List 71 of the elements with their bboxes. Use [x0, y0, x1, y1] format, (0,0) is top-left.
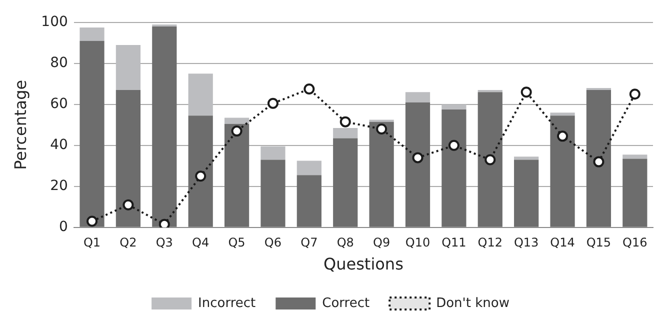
point — [629, 88, 640, 100]
y-tick-label: 100 — [41, 14, 68, 30]
x-tick-label: Q4 — [192, 236, 210, 250]
point — [158, 218, 170, 228]
legend-label: Correct — [322, 296, 370, 311]
x-tick-label: Q2 — [120, 236, 137, 250]
bar — [260, 146, 286, 160]
point — [376, 124, 388, 134]
bar — [296, 175, 322, 227]
bar — [116, 44, 141, 90]
point — [231, 126, 242, 137]
bar — [333, 138, 358, 227]
legend-label: Don't know — [436, 296, 510, 311]
bar — [260, 160, 286, 227]
bar — [514, 156, 539, 160]
x-tick-label: Q7 — [300, 236, 318, 250]
x-tick-label: Q3 — [156, 236, 173, 250]
bar — [442, 104, 466, 110]
bar — [224, 118, 250, 124]
point — [195, 170, 206, 182]
x-tick-label: Q12 — [478, 236, 502, 250]
bar — [333, 128, 358, 138]
y-tick-label: 0 — [59, 219, 68, 236]
bar — [405, 92, 430, 102]
x-tick-label: Q8 — [336, 236, 354, 250]
point — [340, 116, 351, 128]
bar — [80, 40, 104, 227]
point — [412, 152, 424, 164]
bar — [550, 116, 575, 227]
bar — [116, 90, 141, 227]
point — [122, 199, 134, 210]
point — [557, 130, 568, 142]
bar — [224, 124, 250, 227]
x-tick-label: Q10 — [405, 236, 430, 250]
bar — [188, 116, 213, 227]
bar — [442, 110, 466, 227]
x-tick-label: Q11 — [442, 236, 466, 250]
bar — [80, 28, 104, 41]
point — [267, 98, 278, 109]
point — [448, 140, 460, 151]
x-tick-label: Q15 — [586, 236, 612, 250]
y-axis-title: Percentage — [10, 80, 30, 170]
point — [484, 154, 496, 166]
x-axis-title: Questions — [324, 254, 404, 274]
bar — [369, 122, 394, 227]
x-tick-label: Q16 — [622, 236, 648, 250]
bar — [188, 74, 213, 116]
point — [304, 84, 315, 95]
point — [86, 216, 98, 227]
legend-label: Incorrect — [198, 296, 256, 311]
point — [520, 86, 532, 98]
x-tick-label: Q6 — [264, 236, 282, 250]
x-tick-label: Q14 — [550, 236, 575, 250]
x-tick-label: Q13 — [514, 236, 539, 250]
x-tick-label: Q9 — [373, 236, 390, 250]
y-tick-label: 40 — [50, 137, 68, 154]
bar — [405, 102, 430, 227]
bar — [296, 160, 322, 176]
bar — [152, 26, 177, 227]
bar — [550, 112, 575, 116]
bar — [586, 90, 612, 227]
bar — [514, 160, 539, 227]
x-tick-label: Q1 — [83, 236, 101, 250]
y-tick-label: 80 — [50, 55, 68, 72]
y-tick-label: 60 — [50, 96, 68, 112]
bar — [622, 158, 648, 227]
y-tick-label: 20 — [50, 178, 68, 194]
point — [593, 156, 604, 168]
bar — [478, 92, 502, 227]
bar — [622, 154, 648, 159]
x-tick-label: Q5 — [228, 236, 246, 250]
